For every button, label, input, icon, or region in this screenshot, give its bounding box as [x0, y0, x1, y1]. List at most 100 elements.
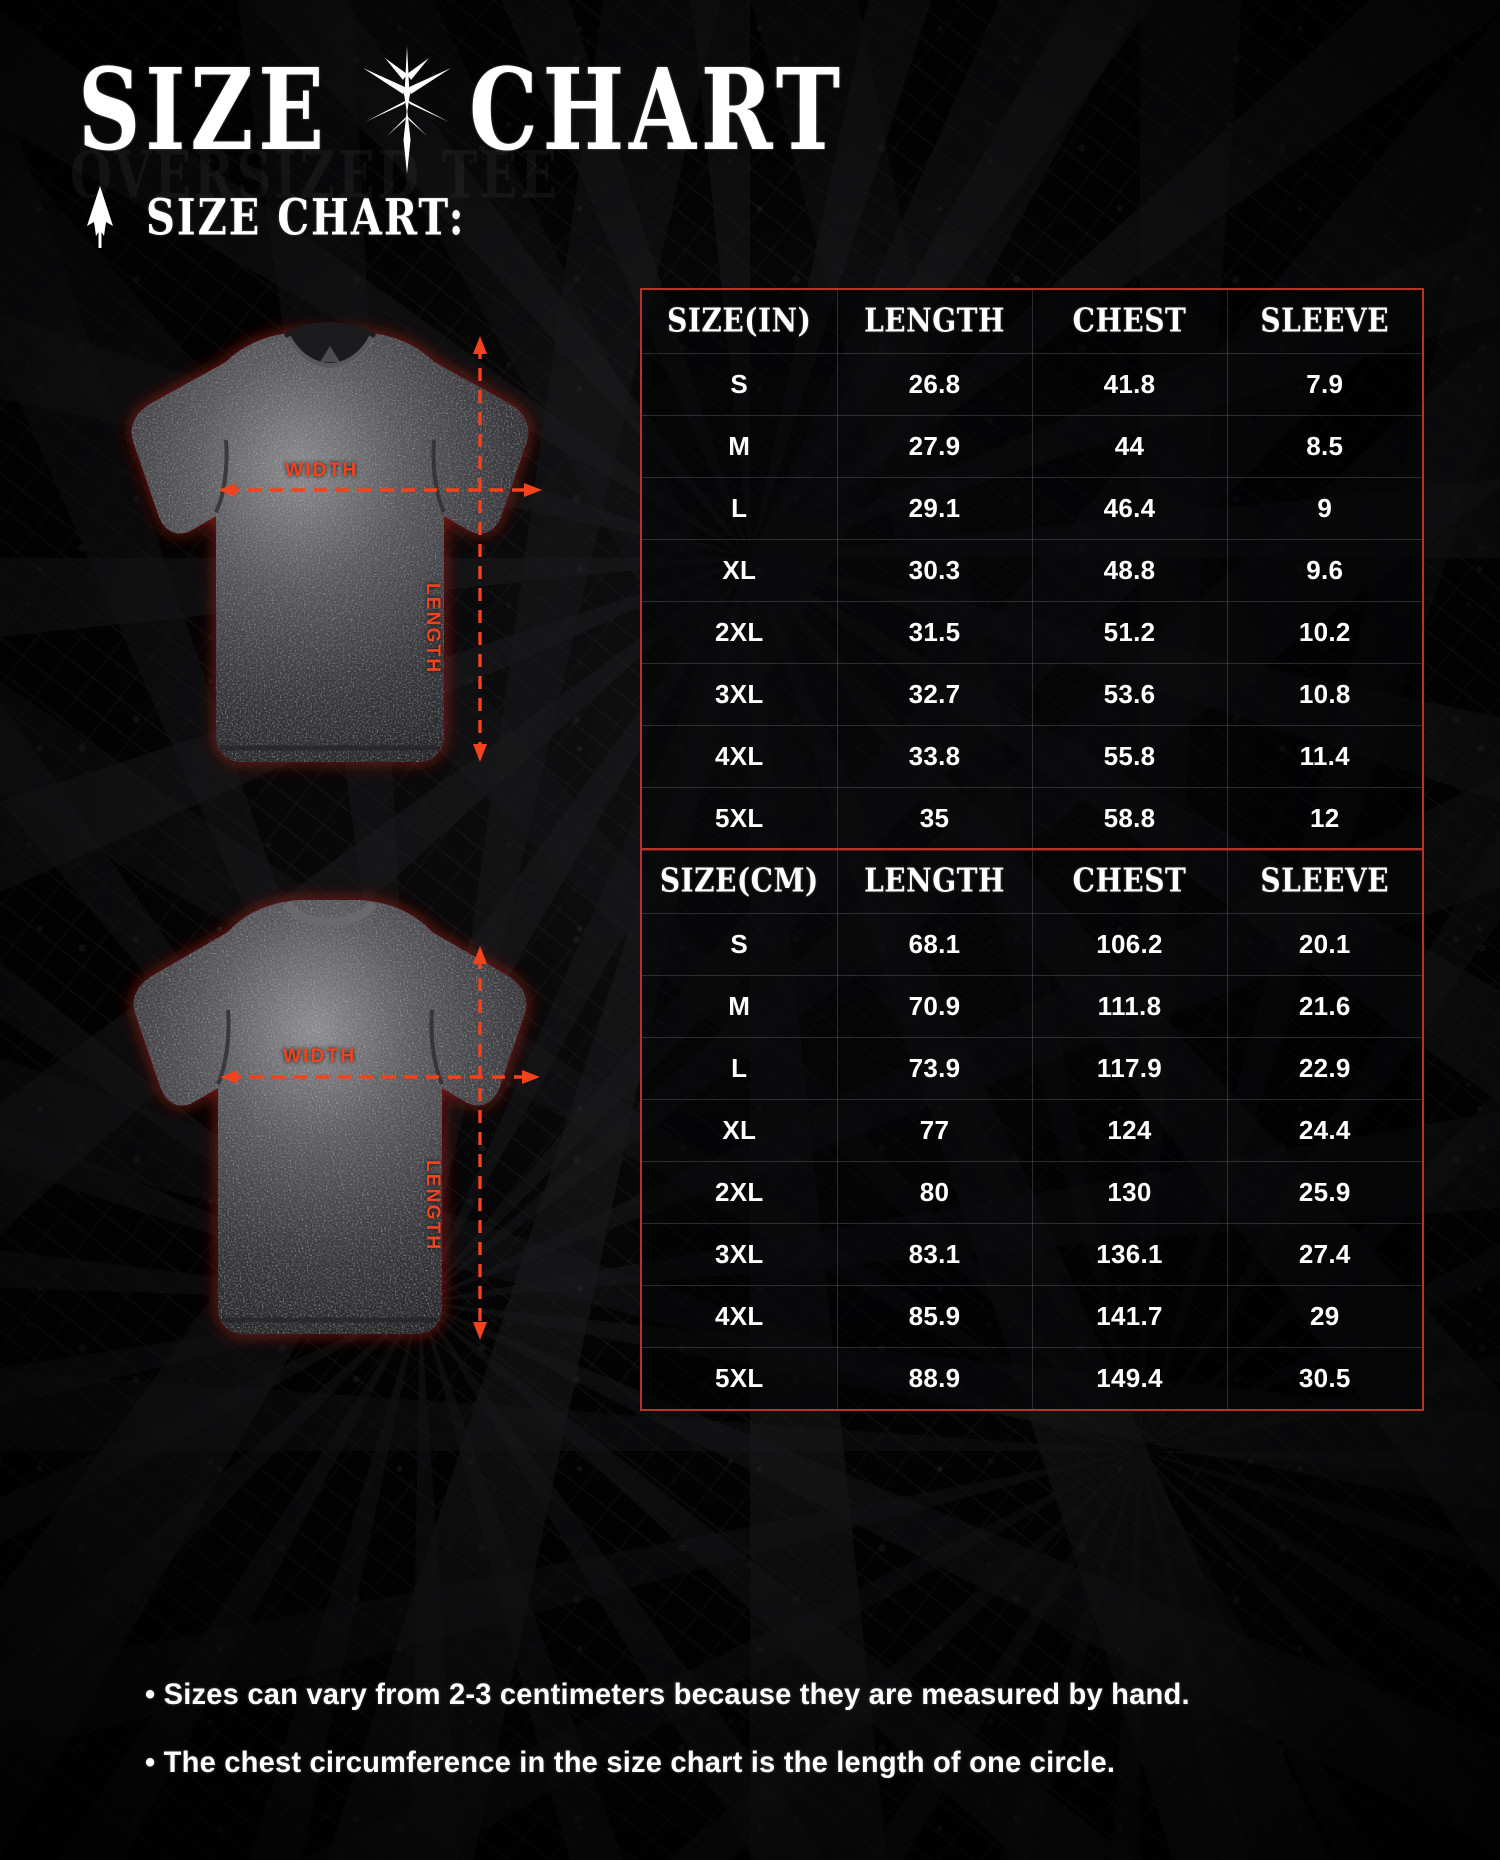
header-length-cm: LENGTH	[836, 844, 1033, 920]
cell-size: S	[642, 913, 838, 976]
table-row: 4XL 85.9 141.7 29	[642, 1285, 1422, 1348]
note-line-2: • The chest circumference in the size ch…	[145, 1746, 1116, 1779]
spade-arrow-icon	[80, 186, 120, 248]
cell-size: 2XL	[642, 1161, 838, 1224]
size-table-inches: SIZE(IN) LENGTH CHEST SLEEVE S 26.8 41.8…	[640, 284, 1424, 851]
title-word-size: SIZE	[78, 44, 329, 176]
header-size-cm: SIZE(CM)	[642, 844, 838, 920]
cell-length: 77	[836, 1099, 1033, 1162]
title-word-chart: CHART	[468, 44, 845, 176]
cell-chest: 111.8	[1031, 975, 1228, 1038]
cell-size: L	[642, 477, 838, 540]
cell-sleeve: 9	[1226, 477, 1422, 540]
cell-chest: 58.8	[1031, 787, 1228, 849]
table-row: 2XL 80 130 25.9	[642, 1161, 1422, 1224]
gothic-star-ornament-icon	[359, 44, 455, 176]
cell-sleeve: 8.5	[1226, 415, 1422, 478]
cell-sleeve: 10.2	[1226, 601, 1422, 664]
cell-sleeve: 20.1	[1226, 913, 1422, 976]
cell-size: L	[642, 1037, 838, 1100]
table-header-row: SIZE(CM) LENGTH CHEST SLEEVE	[642, 844, 1422, 920]
cell-sleeve: 29	[1226, 1285, 1422, 1348]
header-length-in: LENGTH	[836, 284, 1033, 360]
cell-sleeve: 7.9	[1226, 353, 1422, 416]
length-label-front: LENGTH	[422, 583, 443, 675]
table-row: 4XL 33.8 55.8 11.4	[642, 725, 1422, 788]
table-row: L 73.9 117.9 22.9	[642, 1037, 1422, 1100]
cell-length: 70.9	[836, 975, 1033, 1038]
cell-sleeve: 11.4	[1226, 725, 1422, 788]
cell-size: M	[642, 975, 838, 1038]
cell-size: M	[642, 415, 838, 478]
cell-length: 26.8	[836, 353, 1033, 416]
cell-length: 29.1	[836, 477, 1033, 540]
width-label-back: WIDTH	[283, 1046, 357, 1067]
length-label-back: LENGTH	[422, 1160, 443, 1252]
table-row: 3XL 83.1 136.1 27.4	[642, 1223, 1422, 1286]
cell-sleeve: 24.4	[1226, 1099, 1422, 1162]
cell-size: 3XL	[642, 1223, 838, 1286]
cell-chest: 117.9	[1031, 1037, 1228, 1100]
notes-block: • Sizes can vary from 2-3 centimeters be…	[145, 1678, 1395, 1814]
table-row: M 27.9 44 8.5	[642, 415, 1422, 478]
page-title: SIZE CHART	[78, 44, 869, 176]
header-chest-cm: CHEST	[1031, 844, 1228, 920]
cell-chest: 124	[1031, 1099, 1228, 1162]
cell-length: 68.1	[836, 913, 1033, 976]
tshirt-back-illustration: WIDTH LENGTH	[40, 860, 620, 1380]
cell-length: 31.5	[836, 601, 1033, 664]
cell-length: 88.9	[836, 1347, 1033, 1409]
cell-length: 30.3	[836, 539, 1033, 602]
header-sleeve-in: SLEEVE	[1226, 284, 1422, 360]
cell-size: XL	[642, 1099, 838, 1162]
cell-chest: 141.7	[1031, 1285, 1228, 1348]
cell-chest: 149.4	[1031, 1347, 1228, 1409]
cell-sleeve: 9.6	[1226, 539, 1422, 602]
cell-length: 83.1	[836, 1223, 1033, 1286]
cell-size: 5XL	[642, 1347, 838, 1409]
cell-chest: 46.4	[1031, 477, 1228, 540]
subtitle-label: SIZE CHART:	[146, 187, 466, 247]
cell-sleeve: 30.5	[1226, 1347, 1422, 1409]
table-row: S 68.1 106.2 20.1	[642, 913, 1422, 976]
cell-length: 85.9	[836, 1285, 1033, 1348]
cell-length: 33.8	[836, 725, 1033, 788]
header-size-in: SIZE(IN)	[642, 284, 838, 360]
table-row: XL 77 124 24.4	[642, 1099, 1422, 1162]
size-table-centimeters: SIZE(CM) LENGTH CHEST SLEEVE S 68.1 106.…	[640, 844, 1424, 1411]
cell-chest: 41.8	[1031, 353, 1228, 416]
table-row: 2XL 31.5 51.2 10.2	[642, 601, 1422, 664]
cell-chest: 51.2	[1031, 601, 1228, 664]
cell-chest: 55.8	[1031, 725, 1228, 788]
cell-chest: 44	[1031, 415, 1228, 478]
table-row: 3XL 32.7 53.6 10.8	[642, 663, 1422, 726]
cell-chest: 136.1	[1031, 1223, 1228, 1286]
table-row: L 29.1 46.4 9	[642, 477, 1422, 540]
cell-length: 80	[836, 1161, 1033, 1224]
cell-sleeve: 22.9	[1226, 1037, 1422, 1100]
cell-chest: 48.8	[1031, 539, 1228, 602]
cell-sleeve: 12	[1226, 787, 1422, 849]
table-row: M 70.9 111.8 21.6	[642, 975, 1422, 1038]
header-sleeve-cm: SLEEVE	[1226, 844, 1422, 920]
header-chest-in: CHEST	[1031, 284, 1228, 360]
cell-length: 32.7	[836, 663, 1033, 726]
cell-size: 5XL	[642, 787, 838, 849]
cell-chest: 106.2	[1031, 913, 1228, 976]
cell-chest: 53.6	[1031, 663, 1228, 726]
table-row: 5XL 35 58.8 12	[642, 787, 1422, 849]
width-label-front: WIDTH	[285, 460, 359, 481]
table-row: 5XL 88.9 149.4 30.5	[642, 1347, 1422, 1409]
note-line-1: • Sizes can vary from 2-3 centimeters be…	[145, 1678, 1190, 1711]
table-row: S 26.8 41.8 7.9	[642, 353, 1422, 416]
cell-length: 35	[836, 787, 1033, 849]
cell-size: 4XL	[642, 1285, 838, 1348]
cell-size: S	[642, 353, 838, 416]
tshirt-front-illustration: WIDTH LENGTH	[40, 300, 620, 810]
cell-sleeve: 25.9	[1226, 1161, 1422, 1224]
cell-size: XL	[642, 539, 838, 602]
cell-size: 2XL	[642, 601, 838, 664]
cell-size: 3XL	[642, 663, 838, 726]
subtitle-row: SIZE CHART:	[80, 186, 466, 248]
table-row: XL 30.3 48.8 9.6	[642, 539, 1422, 602]
